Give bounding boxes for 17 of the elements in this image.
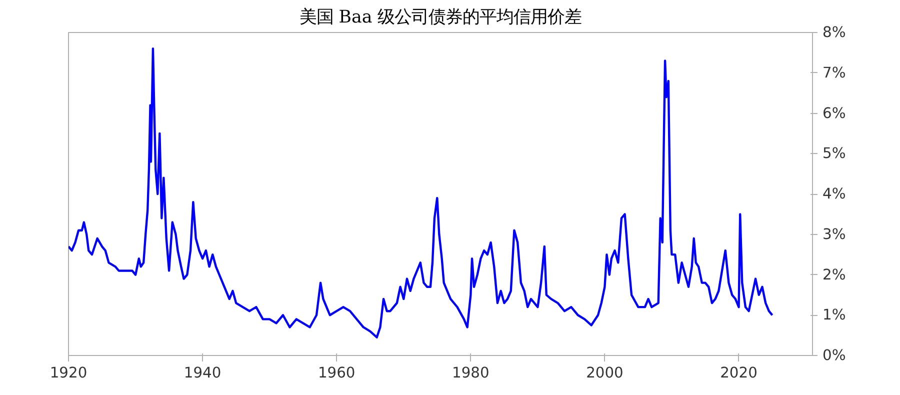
y-tick-label: 5%	[822, 145, 846, 162]
y-tick-label: 1%	[822, 306, 846, 324]
y-tick-label: 6%	[822, 104, 846, 122]
line-series	[68, 48, 774, 338]
x-tick-label: 1960	[318, 364, 356, 382]
y-tick-label: 2%	[822, 266, 846, 284]
y-tick-label: 4%	[822, 186, 846, 202]
x-tick-label: 1980	[452, 364, 490, 382]
y-tick-label: 3%	[822, 226, 846, 243]
y-tick-label: 0%	[822, 347, 846, 364]
x-tick-label: 2000	[586, 364, 624, 382]
x-tick-label: 1940	[184, 364, 222, 382]
y-tick-label: 8%	[822, 24, 846, 41]
x-tick-label: 1920	[50, 364, 88, 382]
y-tick-label: 7%	[822, 64, 846, 82]
x-tick-label: 2020	[720, 364, 758, 382]
chart-title: 美国 Baa 级公司债券的平均信用价差	[299, 8, 582, 28]
